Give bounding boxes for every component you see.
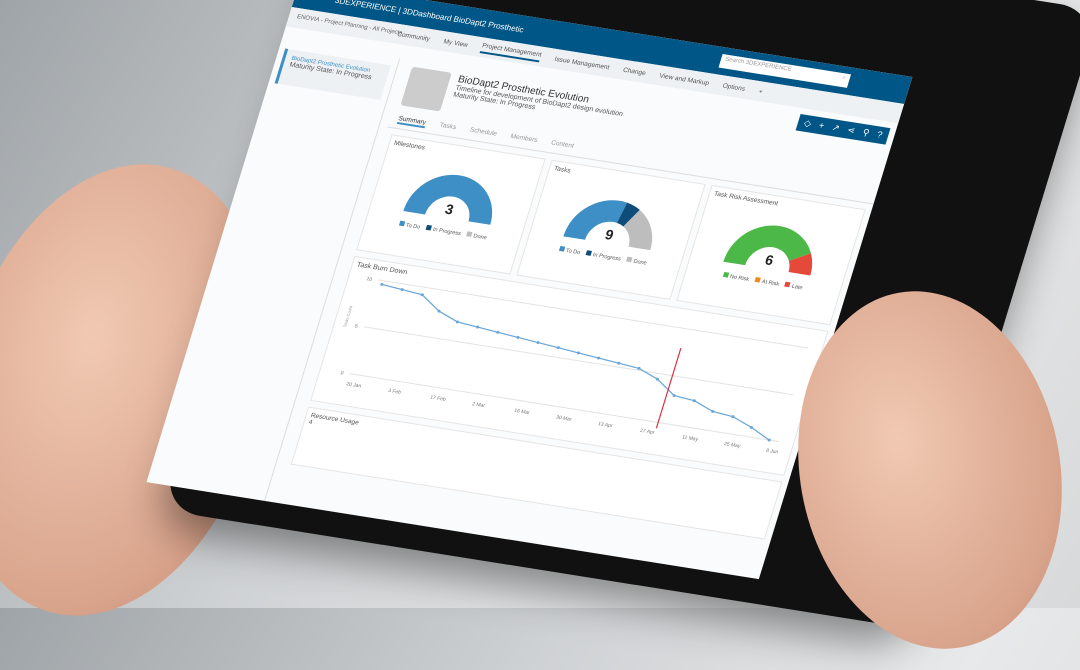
x-tick-label: 3 Feb — [387, 388, 402, 396]
data-point[interactable] — [476, 325, 480, 329]
legend-item[interactable]: Done — [626, 256, 648, 267]
x-tick-label: 17 Feb — [429, 395, 446, 403]
x-tick-label: 16 Mar — [513, 408, 530, 416]
risk-gauge: 6 — [723, 219, 817, 276]
gridline — [349, 373, 780, 443]
data-point[interactable] — [731, 415, 735, 419]
x-tick-label: 8 Jun — [765, 448, 779, 456]
legend-label: Late — [790, 283, 804, 292]
tab-view-markup[interactable]: View and Markup — [658, 72, 711, 87]
gridline — [377, 279, 808, 349]
data-point[interactable] — [576, 351, 581, 355]
burn-down-chart: 10 5 020 Jan 3 Feb 17 Feb 2 Mar 16 Mar 30 Mar 13… — [340, 276, 808, 456]
tab-project-management[interactable]: Project Management — [480, 41, 543, 62]
sidebar-project-item[interactable]: BioDapt2 Prosthetic Evolution Maturity S… — [274, 48, 391, 101]
tab-content[interactable]: Content — [550, 139, 575, 150]
data-point[interactable] — [672, 394, 676, 398]
today-marker — [655, 348, 682, 429]
gauge-total: 9 — [603, 226, 616, 243]
legend-item[interactable]: At Risk — [754, 276, 780, 288]
summary-widgets: Milestones 3 To Do In Progress Done Tasks 9 To … — [348, 127, 873, 331]
tablet-screen: 3DEXPERIENCE | 3DDashboard BioDapt2 Pros… — [146, 0, 913, 580]
gauge-segment[interactable] — [403, 169, 503, 225]
data-point[interactable] — [536, 341, 540, 345]
burn-down-widget: Task Burn Down 10 5 0 20 Jan 3 Feb 17 Feb 2 Ma… — [310, 255, 829, 476]
tab-change[interactable]: Change — [622, 66, 647, 77]
data-point[interactable] — [597, 356, 601, 360]
legend-item[interactable]: Late — [784, 281, 804, 292]
data-point[interactable] — [655, 377, 659, 381]
tab-schedule[interactable]: Schedule — [468, 126, 498, 138]
x-tick-label: 13 Apr — [597, 421, 613, 429]
data-point[interactable] — [692, 399, 696, 403]
data-point[interactable] — [767, 438, 771, 442]
search-icon[interactable]: ⌕ — [841, 75, 847, 82]
data-point[interactable] — [420, 293, 424, 297]
legend-label: In Progress — [591, 252, 622, 263]
legend-item[interactable]: Done — [466, 231, 488, 241]
data-point[interactable] — [749, 425, 753, 429]
data-point[interactable] — [380, 282, 384, 286]
tab-members[interactable]: Members — [509, 132, 539, 144]
gauge-segment[interactable] — [563, 194, 628, 245]
tasks-gauge: 9 — [563, 194, 662, 251]
data-point[interactable] — [516, 335, 520, 339]
gauge-total: 3 — [443, 201, 456, 218]
x-tick-label: 11 May — [681, 435, 699, 443]
gauge-segment[interactable] — [786, 250, 817, 276]
tab-tasks[interactable]: Tasks — [438, 121, 458, 132]
data-point[interactable] — [711, 410, 715, 413]
legend-item[interactable]: No Risk — [722, 271, 750, 283]
tab-options[interactable]: Options — [721, 82, 747, 93]
x-tick-label: 25 May — [723, 441, 741, 449]
data-point[interactable] — [637, 366, 641, 370]
search-placeholder: Search 3DEXPERIENCE — [724, 56, 793, 73]
data-point[interactable] — [496, 330, 500, 334]
legend-label: At Risk — [760, 279, 780, 288]
add-tab-icon[interactable]: + — [757, 87, 764, 96]
data-point[interactable] — [400, 288, 404, 292]
legend-label: In Progress — [431, 226, 462, 238]
project-thumbnail — [400, 66, 452, 112]
milestones-gauge: 3 — [403, 169, 503, 225]
legend-item[interactable]: To Do — [558, 245, 581, 257]
x-tick-label: 2 Mar — [471, 401, 486, 409]
x-tick-label: 27 Apr — [639, 428, 655, 436]
x-tick-label: 30 Mar — [555, 415, 572, 423]
y-tick-label: 10 — [366, 276, 373, 283]
gauge-total: 6 — [763, 252, 776, 269]
gauge-segment[interactable] — [723, 219, 817, 274]
legend-label: Done — [472, 233, 488, 242]
y-axis-label: Tasks Count — [342, 305, 354, 328]
gauge-segment[interactable] — [616, 202, 641, 228]
tab-my-view[interactable]: My View — [442, 37, 469, 49]
y-tick-label: 5 — [354, 323, 359, 329]
legend-label: To Do — [564, 248, 581, 257]
gridline — [363, 326, 794, 396]
data-point[interactable] — [455, 320, 460, 324]
tab-summary[interactable]: Summary — [396, 115, 427, 129]
main-panel: BioDapt2 Prosthetic Evolution Timeline f… — [273, 60, 894, 579]
x-tick-label: 20 Jan — [345, 381, 362, 389]
data-point[interactable] — [617, 361, 621, 365]
data-point[interactable] — [437, 309, 441, 313]
milestones-widget: Milestones 3 To Do In Progress Done — [356, 134, 546, 275]
risk-widget: Task Risk Assessment 6 No Risk At Risk Late — [676, 184, 866, 326]
tasks-widget: Tasks 9 To Do In Progress Done — [516, 159, 706, 300]
gauge-segment[interactable] — [618, 208, 662, 251]
legend-item[interactable]: To Do — [398, 220, 421, 231]
legend-label: To Do — [404, 222, 421, 231]
data-point[interactable] — [556, 346, 560, 350]
tab-issue-management[interactable]: Issue Management — [553, 55, 611, 71]
legend-label: No Risk — [728, 274, 750, 283]
y-tick-label: 0 — [340, 370, 345, 376]
legend-label: Done — [632, 258, 648, 267]
